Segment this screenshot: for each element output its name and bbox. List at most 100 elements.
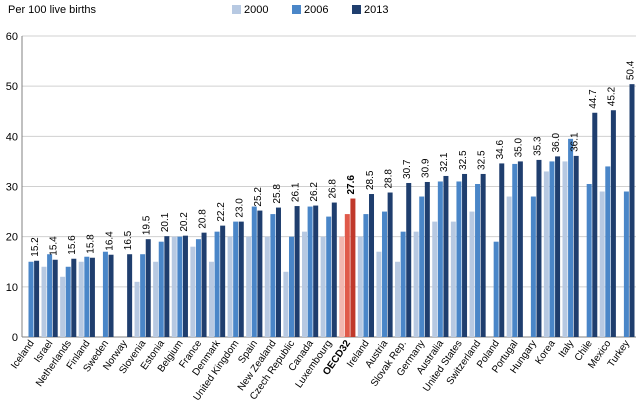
bar-2006 — [363, 214, 369, 337]
y-tick-label: 20 — [6, 232, 18, 244]
bar-2013 — [164, 236, 170, 337]
bar-2013 — [350, 198, 356, 337]
bar-2006 — [65, 266, 71, 337]
bar-2000 — [246, 236, 252, 337]
bar-2000 — [469, 211, 475, 337]
bar-2006 — [493, 241, 499, 337]
value-label: 26.2 — [309, 182, 320, 202]
bar-2000 — [320, 236, 326, 337]
bar-2013 — [610, 110, 616, 337]
y-tick-label: 10 — [6, 282, 18, 294]
bar-2013 — [52, 259, 58, 337]
value-label: 28.8 — [383, 169, 394, 189]
bar-2013 — [108, 254, 114, 337]
value-label: 36.0 — [551, 132, 562, 152]
value-label: 34.6 — [495, 140, 506, 160]
bar-2006 — [623, 191, 629, 337]
bar-2000 — [376, 251, 382, 337]
bar-2000 — [227, 236, 233, 337]
bar-2000 — [171, 236, 177, 337]
value-label: 32.1 — [439, 152, 450, 172]
bar-2000 — [357, 236, 363, 337]
bar-2000 — [264, 236, 270, 337]
bar-2013 — [201, 232, 207, 337]
bar-2006 — [158, 241, 164, 337]
value-label: 20.2 — [179, 212, 190, 232]
bar-2013 — [71, 258, 77, 337]
bar-2013 — [592, 112, 598, 337]
value-label: 44.7 — [588, 89, 599, 109]
bar-2013 — [257, 210, 263, 337]
bar-2006 — [233, 221, 239, 337]
bar-2013 — [443, 175, 449, 337]
value-label: 15.6 — [67, 235, 78, 255]
bar-2013 — [536, 159, 542, 337]
bar-2000 — [395, 261, 401, 337]
bar-2000 — [134, 281, 140, 337]
value-label: 25.2 — [253, 187, 264, 207]
bar-2006 — [326, 216, 332, 337]
bar-2013 — [517, 161, 523, 337]
bar-2000 — [283, 271, 289, 337]
x-axis: IcelandIsraelNetherlandsFinlandSwedenNor… — [9, 338, 632, 403]
y-tick-label: 40 — [6, 131, 18, 143]
bar-2006 — [344, 214, 350, 337]
bar-2006 — [456, 181, 462, 337]
bar-2013 — [369, 194, 375, 337]
y-tick-label: 60 — [6, 31, 18, 43]
value-label: 45.2 — [607, 86, 618, 106]
bar-2013 — [331, 202, 337, 337]
bar-2006 — [512, 163, 518, 337]
bar-2006 — [28, 261, 34, 337]
bar-2013 — [406, 182, 412, 337]
bar-2013 — [89, 257, 95, 337]
value-label: 15.4 — [49, 236, 60, 256]
bar-2006 — [549, 161, 555, 337]
y-tick-label: 50 — [6, 81, 18, 93]
value-label: 16.5 — [123, 230, 134, 250]
value-label: 16.4 — [104, 231, 115, 251]
bar-2013 — [182, 235, 188, 337]
bars — [28, 84, 635, 337]
bar-2013 — [499, 163, 505, 337]
bar-2006 — [400, 231, 406, 337]
value-label: 23.0 — [235, 198, 246, 218]
bar-2013 — [313, 205, 319, 337]
bar-2000 — [301, 231, 307, 337]
legend-swatch — [292, 5, 301, 14]
bar-2000 — [450, 221, 456, 337]
bar-2006 — [270, 214, 276, 337]
legend-label: 2006 — [304, 4, 328, 16]
bar-2000 — [60, 276, 66, 337]
value-label: 30.9 — [421, 158, 432, 178]
bar-2006 — [84, 256, 90, 337]
bar-2000 — [339, 236, 345, 337]
bar-2013 — [275, 207, 281, 337]
bar-2006 — [102, 251, 108, 337]
bar-2013 — [387, 192, 393, 337]
bar-2006 — [140, 254, 146, 337]
value-label: 35.0 — [514, 138, 525, 158]
bar-2000 — [413, 231, 419, 337]
bar-2013 — [145, 239, 151, 337]
bar-2013 — [294, 206, 300, 337]
bar-2006 — [307, 206, 313, 337]
bar-2006 — [586, 183, 592, 337]
value-label: 19.5 — [142, 215, 153, 235]
bar-2006 — [177, 236, 183, 337]
value-label: 36.1 — [569, 132, 580, 152]
bar-2013 — [424, 181, 430, 337]
value-label: 28.5 — [365, 170, 376, 190]
legend-label: 2013 — [364, 4, 388, 16]
value-label: 35.3 — [532, 136, 543, 156]
bar-2000 — [208, 261, 214, 337]
value-label: 20.8 — [197, 209, 208, 229]
x-tick-label: Korea — [533, 338, 558, 367]
bar-2000 — [432, 221, 438, 337]
value-label: 15.8 — [86, 234, 97, 254]
bar-2006 — [605, 166, 611, 337]
bar-2013 — [220, 225, 226, 337]
value-label: 32.5 — [476, 150, 487, 170]
legend: 2000 2006 2013 — [232, 4, 388, 16]
